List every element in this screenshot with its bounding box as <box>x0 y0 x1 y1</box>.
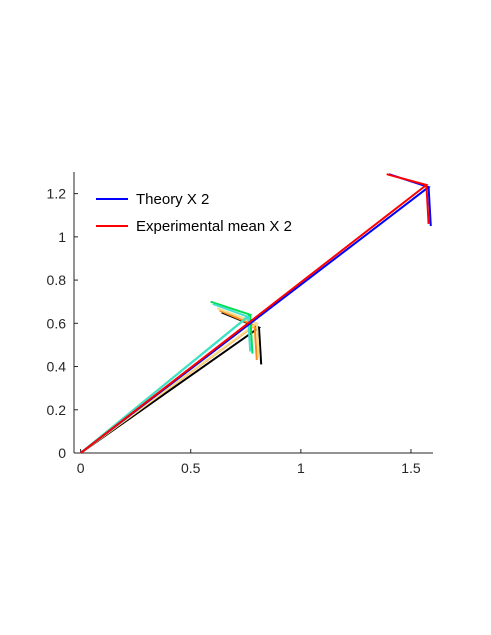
y-tick-label: 1 <box>58 229 66 245</box>
series-line-5 <box>79 302 252 454</box>
legend-label: Experimental mean X 2 <box>136 218 292 235</box>
series-line-7 <box>79 173 430 454</box>
series-line-1 <box>80 311 263 454</box>
series-line-4 <box>79 300 254 454</box>
y-tick-label: 0.6 <box>47 315 67 331</box>
legend: Theory X 2 Experimental mean X 2 <box>96 191 292 235</box>
series-layer <box>79 173 432 454</box>
x-tick-label: 1 <box>297 460 305 476</box>
x-tick-label: 0 <box>77 460 85 476</box>
y-tick-label: 0 <box>58 445 66 461</box>
legend-label: Theory X 2 <box>136 191 209 208</box>
y-tick-label: 1.2 <box>47 186 67 202</box>
y-tick-label: 0.4 <box>47 359 67 375</box>
x-tick-label: 1.5 <box>401 460 421 476</box>
axes: 0 0.5 1 1.5 0 0.2 0.4 0.6 0.8 1 1.2 <box>47 172 433 476</box>
y-tick-label: 0.8 <box>47 272 67 288</box>
series-line-3 <box>80 307 260 454</box>
y-tick-label: 0.2 <box>47 402 67 418</box>
x-tick-label: 0.5 <box>181 460 201 476</box>
